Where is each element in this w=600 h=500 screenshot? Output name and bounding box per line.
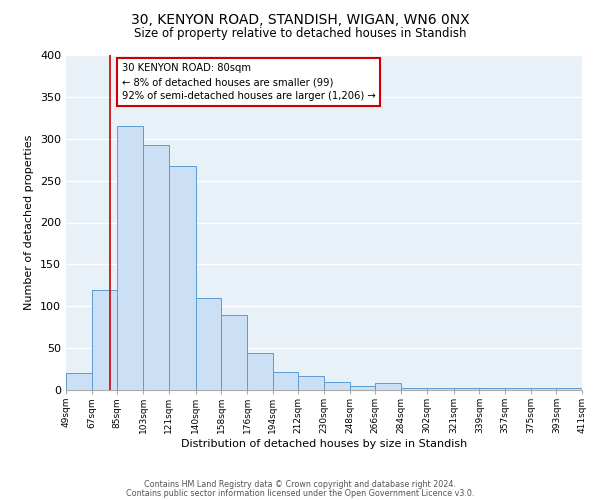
Bar bbox=[505, 388, 530, 390]
Y-axis label: Number of detached properties: Number of detached properties bbox=[25, 135, 34, 310]
Bar bbox=[556, 388, 582, 390]
Text: Contains HM Land Registry data © Crown copyright and database right 2024.: Contains HM Land Registry data © Crown c… bbox=[144, 480, 456, 489]
Bar bbox=[401, 388, 427, 390]
Bar bbox=[66, 373, 92, 390]
Text: Size of property relative to detached houses in Standish: Size of property relative to detached ho… bbox=[134, 28, 466, 40]
Bar bbox=[221, 314, 247, 390]
Bar bbox=[376, 384, 401, 390]
Bar bbox=[298, 376, 324, 390]
X-axis label: Distribution of detached houses by size in Standish: Distribution of detached houses by size … bbox=[181, 439, 467, 449]
Bar bbox=[530, 388, 556, 390]
Bar bbox=[479, 388, 505, 390]
Bar bbox=[272, 372, 298, 390]
Bar bbox=[454, 388, 479, 390]
Bar bbox=[92, 290, 118, 390]
Bar bbox=[350, 386, 376, 390]
Text: Contains public sector information licensed under the Open Government Licence v3: Contains public sector information licen… bbox=[126, 489, 474, 498]
Bar bbox=[247, 353, 272, 390]
Text: 30, KENYON ROAD, STANDISH, WIGAN, WN6 0NX: 30, KENYON ROAD, STANDISH, WIGAN, WN6 0N… bbox=[131, 12, 469, 26]
Bar bbox=[196, 298, 221, 390]
Bar bbox=[118, 126, 143, 390]
Bar bbox=[169, 166, 196, 390]
Text: 30 KENYON ROAD: 80sqm
← 8% of detached houses are smaller (99)
92% of semi-detac: 30 KENYON ROAD: 80sqm ← 8% of detached h… bbox=[122, 64, 376, 102]
Bar bbox=[427, 388, 454, 390]
Bar bbox=[324, 382, 350, 390]
Bar bbox=[143, 144, 169, 390]
